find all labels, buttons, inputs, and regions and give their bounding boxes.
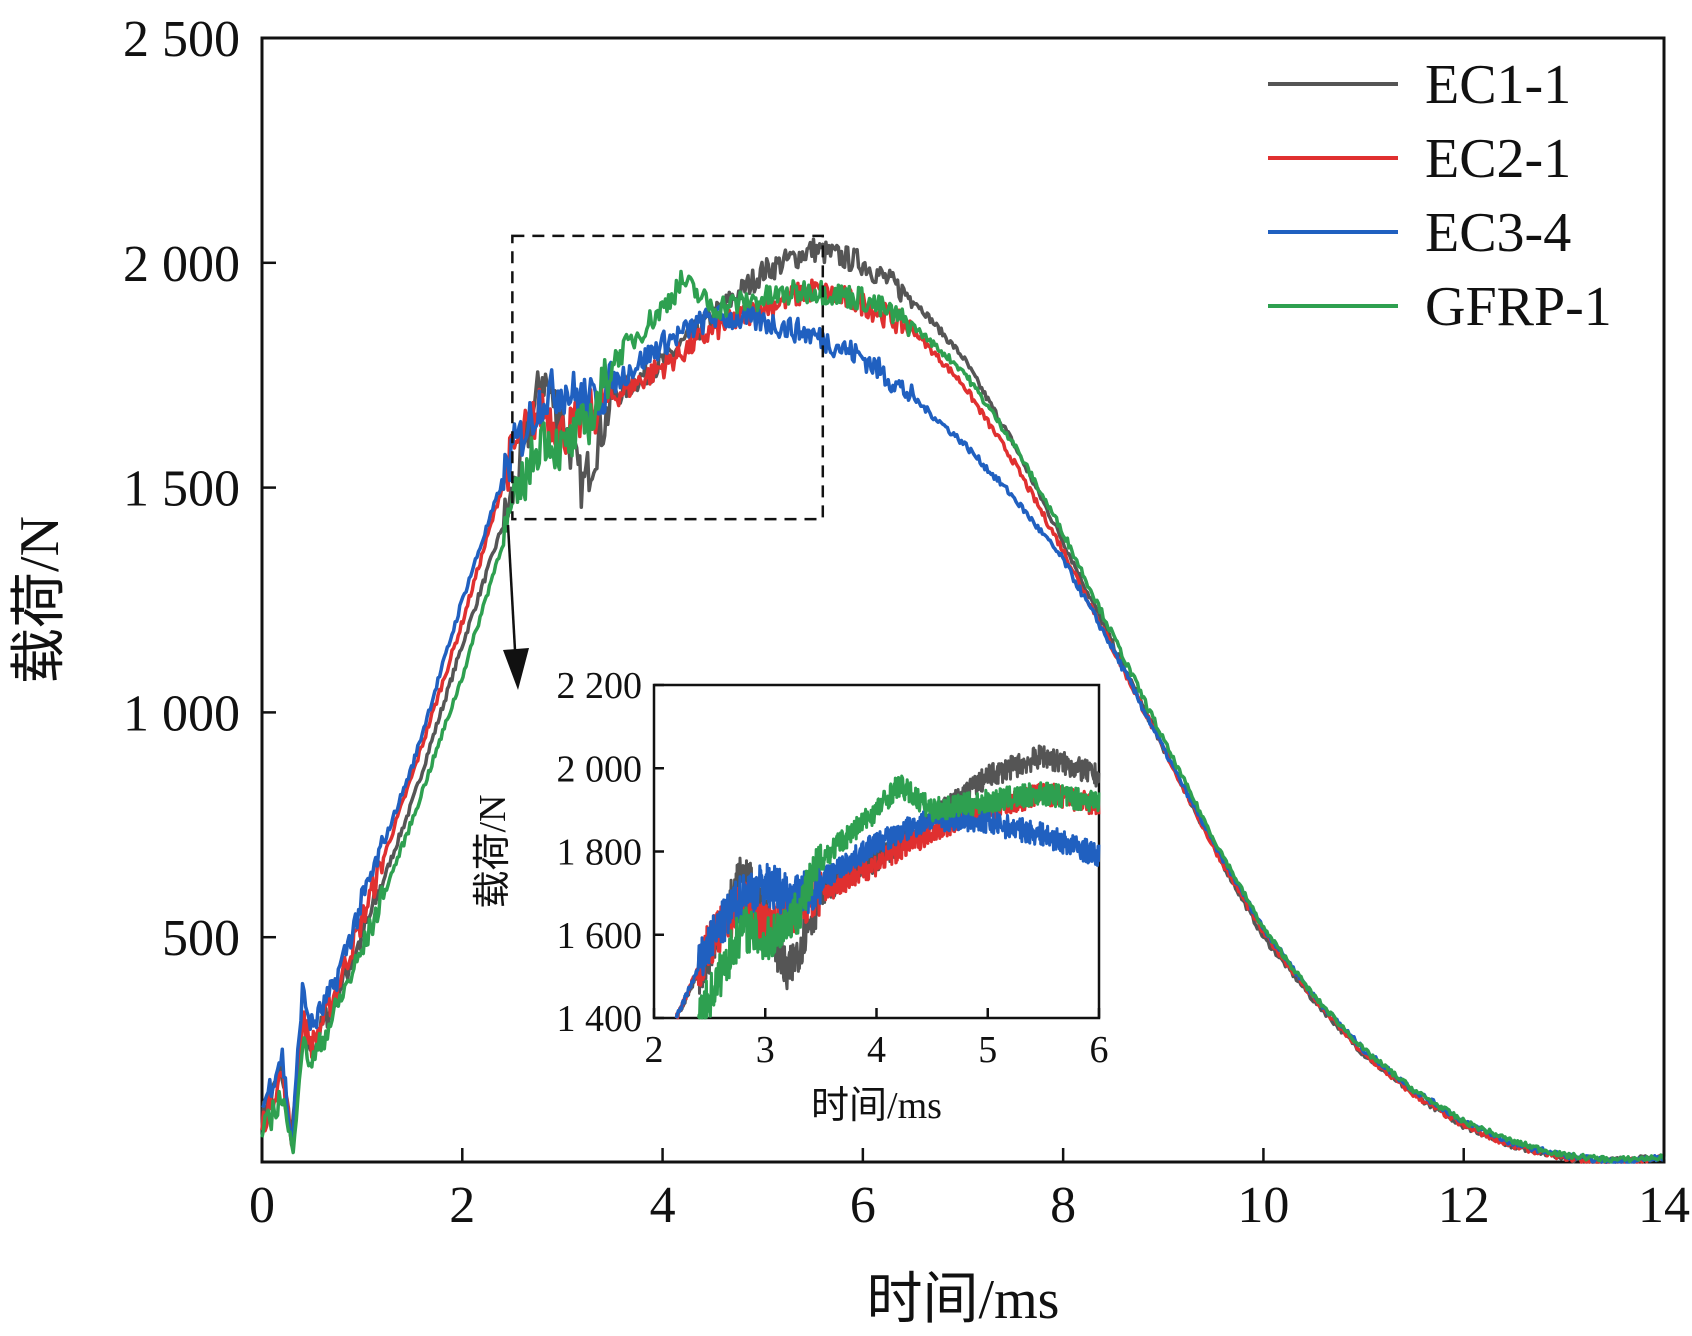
inset-y-tick-label: 2 200: [557, 665, 643, 707]
x-tick-label: 6: [850, 1177, 876, 1234]
y-tick-label: 1 500: [123, 461, 240, 518]
x-tick-label: 2: [449, 1177, 475, 1234]
inset-x-tick-label: 4: [867, 1029, 886, 1071]
y-tick-label: 2 500: [123, 11, 240, 68]
x-tick-label: 0: [249, 1177, 275, 1234]
main-plot: 0 2 4 6 8 10 12 14 500 1 000 1 500 2 000 2 500 时间/m…: [9, 11, 1690, 1331]
inset-series-line-ec3-4: [674, 805, 1101, 1019]
inset-x-ticks: 2 3 4 5 6: [645, 1008, 1109, 1071]
series-line-gfrp-1: [260, 269, 1666, 1164]
x-tick-label: 4: [650, 1177, 676, 1234]
inset-x-tick-label: 5: [978, 1029, 997, 1071]
legend-label-ec3-4: EC3-4: [1425, 202, 1571, 264]
inset-series-line-gfrp-1: [697, 774, 1101, 1020]
x-axis-title: 时间/ms: [867, 1269, 1060, 1331]
inset-x-tick-label: 6: [1090, 1029, 1109, 1071]
inset-y-tick-label: 2 000: [557, 748, 643, 790]
x-tick-label: 8: [1050, 1177, 1076, 1234]
inset-x-tick-label: 3: [756, 1029, 775, 1071]
x-tick-label: 14: [1638, 1177, 1690, 1234]
y-tick-label: 2 000: [123, 236, 240, 293]
zoom-box: [511, 234, 825, 521]
x-tick-label: 10: [1237, 1177, 1289, 1234]
y-tick-label: 1 000: [123, 685, 240, 742]
main-y-ticks: 500 1 000 1 500 2 000 2 500: [123, 11, 276, 967]
series-line-ec2-1: [260, 278, 1666, 1164]
legend-label-ec2-1: EC2-1: [1425, 128, 1571, 190]
inset-y-tick-label: 1 800: [557, 832, 643, 874]
inset-y-ticks: 1 400 1 600 1 800 2 000 2 200: [557, 665, 664, 1040]
x-tick-label: 12: [1438, 1177, 1490, 1234]
main-series-group: [260, 237, 1666, 1164]
series-line-ec1-1: [260, 237, 1666, 1164]
inset-series-group: [674, 744, 1101, 1020]
inset-y-tick-label: 1 600: [557, 915, 643, 957]
inset-x-axis-title: 时间/ms: [811, 1085, 942, 1127]
inset-y-axis-title: 载荷/N: [472, 794, 514, 908]
legend: EC1-1 EC2-1 EC3-4 GFRP-1: [1268, 54, 1612, 338]
legend-label-gfrp-1: GFRP-1: [1425, 276, 1612, 338]
zoom-arrow: [503, 524, 529, 690]
main-x-ticks: 0 2 4 6 8 10 12 14: [249, 1148, 1690, 1234]
legend-label-ec1-1: EC1-1: [1425, 54, 1571, 116]
inset-plot: 2 3 4 5 6 1 400 1 600 1 800 2 000 2 200 时间/ms 载荷…: [472, 665, 1109, 1127]
y-axis-title: 载荷/N: [9, 516, 71, 684]
inset-x-tick-label: 2: [645, 1029, 664, 1071]
y-tick-label: 500: [162, 910, 240, 967]
inset-y-tick-label: 1 400: [557, 998, 643, 1040]
main-plot-frame: [260, 36, 1666, 1164]
